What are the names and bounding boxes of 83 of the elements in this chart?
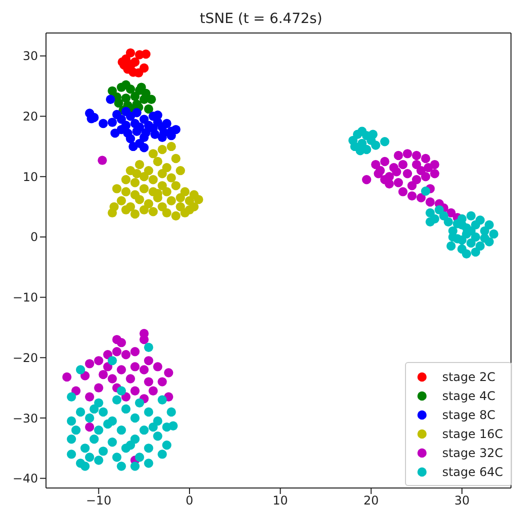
point bbox=[126, 134, 136, 144]
point bbox=[162, 208, 172, 218]
point bbox=[139, 63, 149, 73]
point bbox=[139, 132, 149, 142]
point bbox=[134, 194, 144, 204]
point bbox=[130, 92, 140, 101]
y-tick-label: 30 bbox=[22, 49, 38, 64]
y-tick-label: 20 bbox=[22, 110, 38, 124]
y-tick-label: −30 bbox=[12, 411, 38, 426]
x-tick-label: 30 bbox=[454, 494, 470, 508]
point bbox=[158, 181, 167, 190]
point bbox=[158, 169, 167, 178]
point bbox=[130, 209, 140, 219]
point bbox=[153, 110, 162, 120]
legend-label: stage 4C bbox=[442, 388, 496, 402]
point bbox=[116, 196, 126, 206]
point bbox=[134, 160, 144, 170]
point bbox=[171, 181, 180, 190]
point bbox=[194, 194, 204, 204]
point bbox=[148, 207, 158, 216]
y-tick-label: −20 bbox=[12, 350, 38, 365]
point bbox=[184, 196, 194, 206]
point bbox=[171, 211, 180, 220]
legend-label: stage 2C bbox=[442, 370, 496, 384]
point bbox=[116, 114, 126, 124]
point bbox=[121, 205, 131, 214]
point bbox=[180, 187, 190, 196]
point bbox=[162, 118, 172, 128]
point bbox=[171, 154, 180, 164]
point bbox=[130, 178, 140, 188]
point bbox=[148, 124, 158, 133]
point bbox=[110, 128, 120, 138]
point bbox=[106, 94, 116, 104]
point bbox=[141, 50, 150, 59]
point bbox=[132, 169, 142, 178]
y-tick-label: −10 bbox=[12, 290, 38, 305]
legend-label: stage 64C bbox=[442, 464, 503, 478]
y-tick-label: 0 bbox=[30, 230, 38, 244]
point bbox=[144, 104, 154, 114]
point bbox=[162, 187, 172, 196]
y-tick-label: −40 bbox=[12, 472, 38, 486]
legend-label: stage 8C bbox=[442, 408, 496, 422]
y-tick-label: 10 bbox=[22, 170, 38, 184]
point bbox=[98, 118, 108, 128]
chart-title: tSNE (t = 6.472s) bbox=[198, 10, 324, 29]
point bbox=[146, 94, 156, 104]
point bbox=[166, 173, 176, 182]
legend-label: stage 32C bbox=[442, 446, 503, 460]
point bbox=[158, 144, 167, 154]
point bbox=[144, 166, 154, 176]
point bbox=[139, 143, 149, 152]
x-tick-label: 10 bbox=[272, 494, 288, 508]
point bbox=[176, 166, 186, 176]
point bbox=[114, 98, 124, 108]
x-tick-label: −10 bbox=[86, 494, 112, 508]
point bbox=[159, 128, 169, 138]
point bbox=[153, 156, 162, 166]
point bbox=[144, 199, 154, 208]
point bbox=[148, 149, 158, 158]
point bbox=[166, 196, 176, 206]
point bbox=[176, 193, 186, 202]
point bbox=[108, 208, 117, 218]
legend-label: stage 16C bbox=[442, 426, 503, 440]
x-tick-label: 20 bbox=[363, 494, 379, 508]
point bbox=[139, 172, 149, 182]
point bbox=[126, 48, 136, 58]
point bbox=[108, 118, 117, 127]
point bbox=[139, 114, 149, 124]
point bbox=[184, 205, 194, 214]
point bbox=[112, 184, 122, 194]
point bbox=[121, 106, 131, 116]
point bbox=[162, 162, 172, 172]
point bbox=[121, 80, 131, 90]
point bbox=[130, 118, 140, 128]
point bbox=[139, 184, 149, 194]
point bbox=[148, 175, 158, 184]
point bbox=[121, 175, 131, 184]
point bbox=[139, 205, 149, 214]
point bbox=[132, 108, 142, 118]
point bbox=[166, 142, 176, 152]
point bbox=[171, 124, 180, 134]
x-tick-label: 0 bbox=[186, 494, 194, 508]
point bbox=[121, 187, 131, 196]
